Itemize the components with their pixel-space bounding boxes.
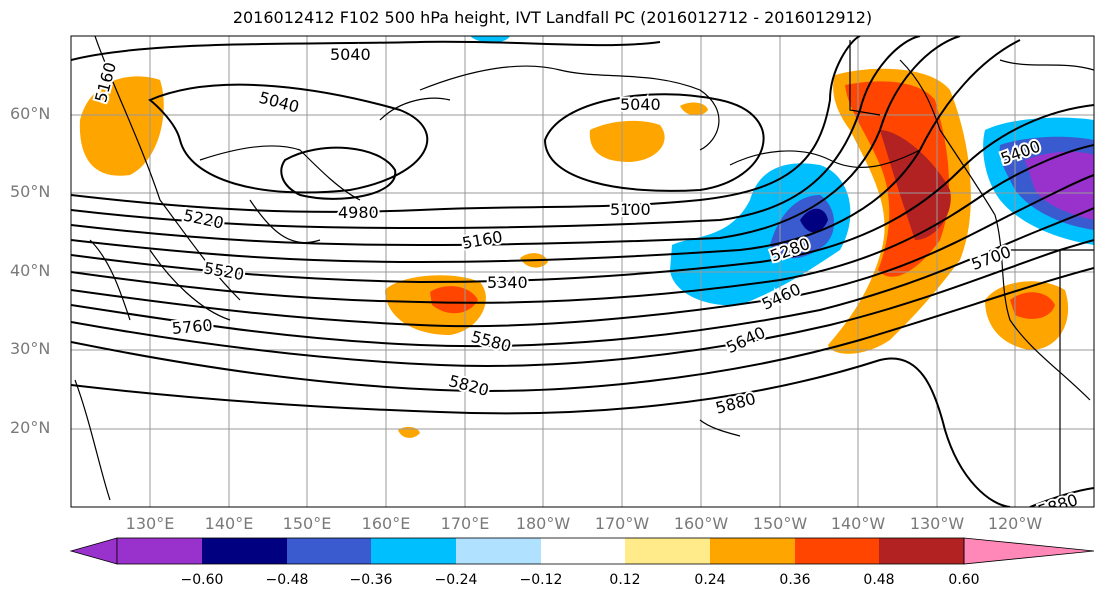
colorbar-tick: −0.36 bbox=[349, 572, 393, 588]
colorbar-min-arrow bbox=[69, 537, 118, 565]
colorbar-tick: 0.60 bbox=[948, 572, 980, 588]
contour-label: 5760 bbox=[171, 315, 213, 337]
lon-label: 170°E bbox=[440, 514, 490, 533]
contour-label: 5040 bbox=[330, 45, 371, 64]
colorbar-tick: −0.48 bbox=[265, 572, 309, 588]
lat-label: 50°N bbox=[10, 182, 51, 201]
lon-label: 130°E bbox=[125, 514, 175, 533]
lon-label: 130°W bbox=[909, 514, 965, 533]
lon-label: 170°W bbox=[594, 514, 650, 533]
colorbar-swatch bbox=[371, 538, 456, 564]
colorbar-tick: −0.60 bbox=[180, 572, 224, 588]
colorbar-tick: 0.24 bbox=[694, 572, 726, 588]
lat-label: 40°N bbox=[10, 261, 51, 280]
colorbar-tick: −0.24 bbox=[434, 572, 478, 588]
colorbar-swatch bbox=[541, 538, 625, 564]
lat-label: 60°N bbox=[10, 104, 51, 123]
colorbar-swatch bbox=[456, 538, 541, 564]
colorbar-swatch bbox=[879, 538, 964, 564]
colorbar-swatch bbox=[795, 538, 879, 564]
contour-label: 5340 bbox=[487, 273, 528, 292]
positive-blob-tiny bbox=[398, 426, 420, 438]
colorbar bbox=[69, 537, 1095, 565]
contour-label: 5100 bbox=[610, 200, 651, 219]
colorbar-swatch bbox=[710, 538, 795, 564]
colorbar-swatch bbox=[202, 538, 287, 564]
lon-label: 150°E bbox=[282, 514, 332, 533]
ivt-shading bbox=[79, 36, 1094, 438]
contour-label: 4980 bbox=[338, 203, 379, 222]
lat-label: 20°N bbox=[10, 418, 51, 437]
colorbar-tick: 0.36 bbox=[779, 572, 811, 588]
lon-label: 140°W bbox=[830, 514, 886, 533]
coastlines bbox=[74, 36, 1094, 505]
colorbar-swatch bbox=[287, 538, 371, 564]
lat-label: 30°N bbox=[10, 339, 51, 358]
positive-blob-aleutian bbox=[589, 120, 665, 162]
height-contours bbox=[71, 36, 1094, 507]
colorbar-tick: 0.12 bbox=[609, 572, 641, 588]
colorbar-swatch bbox=[117, 538, 202, 564]
colorbar-tick: −0.12 bbox=[519, 572, 563, 588]
colorbar-tick: 0.48 bbox=[863, 572, 895, 588]
positive-blob-kamchatka bbox=[79, 76, 164, 176]
lon-label: 160°W bbox=[673, 514, 729, 533]
lon-label: 180°W bbox=[515, 514, 571, 533]
lon-label: 120°W bbox=[987, 514, 1043, 533]
figure-title: 2016012412 F102 500 hPa height, IVT Land… bbox=[232, 8, 873, 27]
colorbar-max-arrow bbox=[963, 537, 1095, 565]
lon-label: 160°E bbox=[361, 514, 411, 533]
graticule bbox=[71, 36, 1094, 507]
contour-label: 5040 bbox=[620, 95, 661, 114]
lon-label: 140°E bbox=[204, 514, 254, 533]
lon-label: 150°W bbox=[752, 514, 808, 533]
colorbar-swatch bbox=[625, 538, 710, 564]
